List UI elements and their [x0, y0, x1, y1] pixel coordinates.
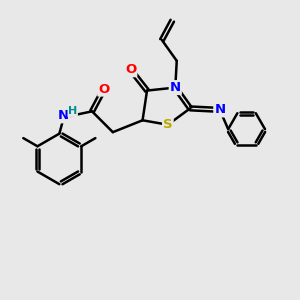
- Text: N: N: [58, 109, 69, 122]
- Text: O: O: [98, 82, 110, 96]
- Text: H: H: [68, 106, 77, 116]
- Text: O: O: [125, 63, 136, 76]
- Text: N: N: [170, 81, 181, 94]
- Text: N: N: [214, 103, 225, 116]
- Text: S: S: [163, 118, 172, 131]
